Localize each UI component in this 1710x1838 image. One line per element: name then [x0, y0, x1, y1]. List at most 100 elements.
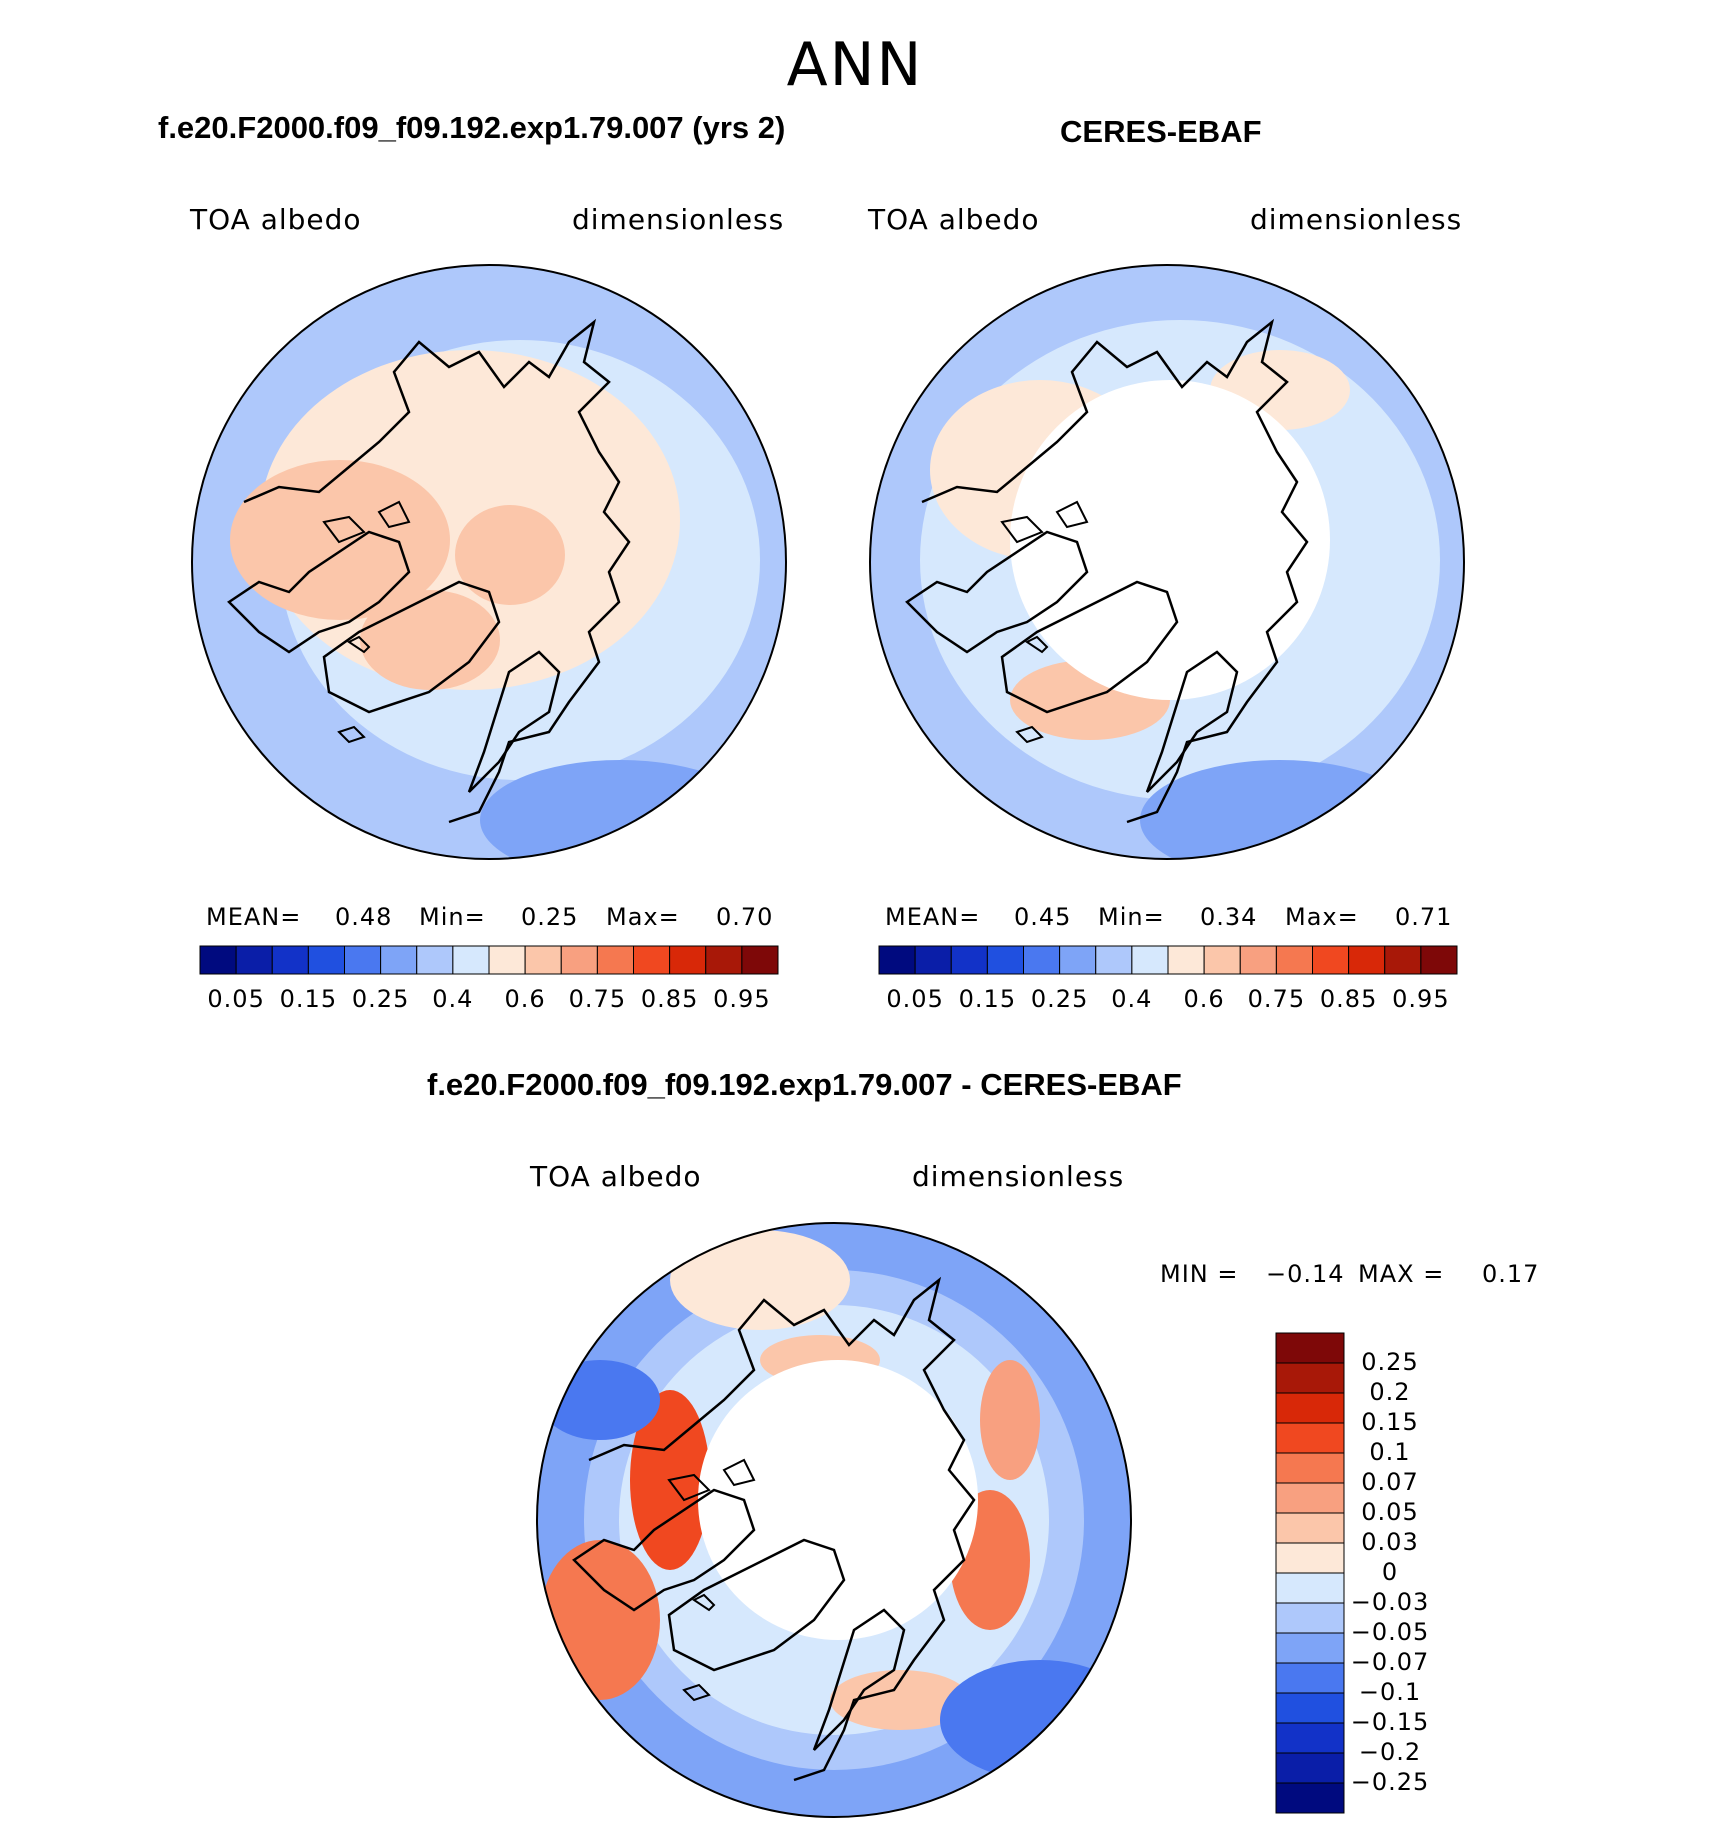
colorbar-swatch: [488, 945, 526, 975]
colorbar-tick-label: 0.05: [1361, 1498, 1419, 1526]
colorbar-tick-label: 0.75: [1247, 985, 1306, 1013]
colorbar-tick-label: 0.4: [1111, 985, 1153, 1013]
difference-variable: TOA albedo: [530, 1160, 702, 1193]
colorbar-swatch: [1275, 1722, 1345, 1754]
colorbar-swatch: [1275, 1392, 1345, 1424]
colorbar-swatch: [741, 945, 779, 975]
panel-2-min-value: 0.34: [1200, 903, 1258, 931]
colorbar-tick-label: −0.25: [1350, 1768, 1430, 1796]
colorbar-swatch: [1275, 1572, 1345, 1604]
colorbar-swatch: [950, 945, 988, 975]
panel-2-max-value: 0.71: [1395, 903, 1453, 931]
colorbar-tick-label: 0.6: [1183, 985, 1225, 1013]
colorbar-swatch: [271, 945, 309, 975]
colorbar-swatch: [1312, 945, 1350, 975]
colorbar-tick-label: −0.07: [1350, 1648, 1430, 1676]
panel-1-min-label: Min=: [419, 903, 486, 931]
colorbar-swatch: [1275, 1752, 1345, 1784]
panel-1-title: f.e20.F2000.f09_f09.192.exp1.79.007 (yrs…: [158, 110, 786, 145]
colorbar-tick-label: 0.25: [1030, 985, 1089, 1013]
season-title: ANN: [786, 30, 924, 100]
colorbar-swatch: [452, 945, 490, 975]
colorbar-tick-label: 0.75: [568, 985, 627, 1013]
difference-min-label: MIN =: [1160, 1260, 1239, 1288]
colorbar-swatch: [235, 945, 273, 975]
colorbar-swatch: [1275, 1422, 1345, 1454]
colorbar-tick-label: 0.85: [640, 985, 699, 1013]
panel-1-variable: TOA albedo: [190, 203, 362, 236]
colorbar-tick-label: −0.05: [1350, 1618, 1430, 1646]
colorbar-swatch: [1131, 945, 1169, 975]
panel-2-min-label: Min=: [1098, 903, 1165, 931]
colorbar-swatch: [560, 945, 598, 975]
colorbar-swatch: [307, 945, 345, 975]
panel-1-min-value: 0.25: [521, 903, 579, 931]
colorbar-swatch: [1275, 1452, 1345, 1484]
colorbar-swatch: [1275, 1662, 1345, 1694]
colorbar-tick-label: 0: [1381, 1558, 1399, 1586]
colorbar-swatch: [986, 945, 1024, 975]
colorbar-swatch: [1275, 1362, 1345, 1394]
colorbar-tick-label: 0.05: [207, 985, 265, 1013]
colorbar-tick-label: −0.03: [1350, 1588, 1430, 1616]
colorbar-tick-label: 0.25: [351, 985, 410, 1013]
colorbar-tick-label: 0.6: [504, 985, 546, 1013]
difference-colorbar: [1275, 1332, 1345, 1814]
panel-1-max-value: 0.70: [716, 903, 774, 931]
colorbar-tick-label: 0.85: [1319, 985, 1378, 1013]
colorbar-swatch: [1275, 945, 1313, 975]
colorbar-swatch: [1275, 1602, 1345, 1634]
colorbar-swatch: [1239, 945, 1277, 975]
panel-1-mean-label: MEAN=: [206, 903, 302, 931]
colorbar-tick-label: 0.15: [279, 985, 338, 1013]
difference-min-value: −0.14: [1266, 1260, 1345, 1288]
colorbar-swatch: [1023, 945, 1061, 975]
difference-map: [536, 1222, 1132, 1818]
colorbar-swatch: [344, 945, 382, 975]
colorbar-swatch: [1275, 1542, 1345, 1574]
panel-2-map: [869, 264, 1465, 860]
colorbar-tick-label: −0.2: [1358, 1738, 1422, 1766]
colorbar-swatch: [1275, 1632, 1345, 1664]
colorbar-swatch: [1095, 945, 1133, 975]
colorbar-swatch: [1275, 1482, 1345, 1514]
panel-2-title: CERES-EBAF: [1060, 114, 1262, 149]
difference-max-value: 0.17: [1482, 1260, 1540, 1288]
panel-2-mean-value: 0.45: [1014, 903, 1072, 931]
colorbar-swatch: [524, 945, 562, 975]
colorbar-swatch: [1384, 945, 1422, 975]
colorbar-swatch: [633, 945, 671, 975]
colorbar-swatch: [1059, 945, 1097, 975]
colorbar-swatch: [199, 945, 237, 975]
colorbar-swatch: [1275, 1332, 1345, 1364]
colorbar-swatch: [1275, 1512, 1345, 1544]
colorbar-tick-label: 0.95: [1392, 985, 1450, 1013]
colorbar-swatch: [914, 945, 952, 975]
colorbar-tick-label: 0.07: [1361, 1468, 1419, 1496]
colorbar-tick-label: 0.95: [713, 985, 771, 1013]
colorbar-swatch: [1203, 945, 1241, 975]
colorbar-tick-label: 0.2: [1369, 1378, 1411, 1406]
panel-1-max-label: Max=: [606, 903, 680, 931]
panel-1-mean-value: 0.48: [335, 903, 393, 931]
colorbar-tick-label: 0.15: [958, 985, 1017, 1013]
colorbar-swatch: [416, 945, 454, 975]
colorbar-swatch: [596, 945, 634, 975]
colorbar-tick-label: 0.25: [1361, 1348, 1419, 1376]
panel-1-colorbar: [199, 945, 779, 975]
difference-max-label: MAX =: [1358, 1260, 1445, 1288]
colorbar-tick-label: 0.05: [886, 985, 944, 1013]
colorbar-tick-label: −0.1: [1358, 1678, 1422, 1706]
colorbar-tick-label: 0.03: [1361, 1528, 1419, 1556]
colorbar-tick-label: 0.4: [432, 985, 474, 1013]
difference-title: f.e20.F2000.f09_f09.192.exp1.79.007 - CE…: [427, 1067, 1182, 1102]
colorbar-tick-label: −0.15: [1350, 1708, 1430, 1736]
panel-2-mean-label: MEAN=: [885, 903, 981, 931]
panel-2-max-label: Max=: [1285, 903, 1359, 931]
panel-1-units: dimensionless: [572, 203, 785, 236]
difference-units: dimensionless: [912, 1160, 1125, 1193]
panel-2-units: dimensionless: [1250, 203, 1463, 236]
colorbar-swatch: [1275, 1692, 1345, 1724]
panel-2-colorbar: [878, 945, 1458, 975]
